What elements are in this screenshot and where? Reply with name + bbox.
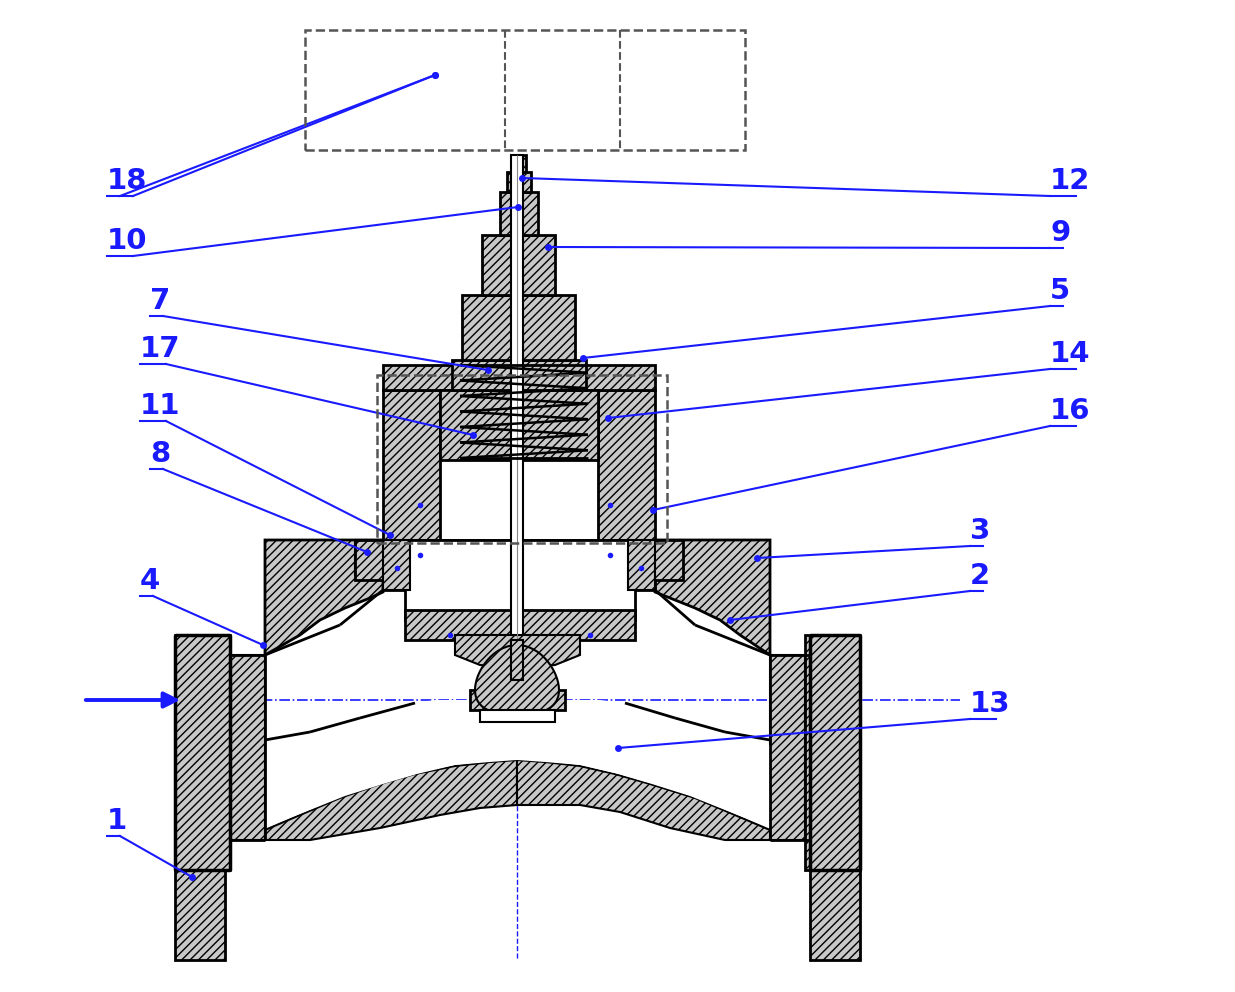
Polygon shape bbox=[508, 172, 531, 192]
Polygon shape bbox=[383, 390, 440, 540]
Polygon shape bbox=[517, 660, 769, 828]
Bar bbox=[511, 155, 522, 685]
Polygon shape bbox=[266, 540, 383, 655]
Polygon shape bbox=[598, 390, 655, 540]
Polygon shape bbox=[383, 365, 655, 390]
Polygon shape bbox=[475, 645, 559, 715]
Polygon shape bbox=[230, 655, 266, 840]
Polygon shape bbox=[440, 390, 598, 460]
Polygon shape bbox=[175, 870, 225, 960]
Polygon shape bbox=[266, 760, 517, 840]
Polygon shape bbox=[810, 870, 860, 960]
Text: 9: 9 bbox=[1050, 219, 1071, 247]
Bar bbox=[471, 690, 564, 710]
Text: 14: 14 bbox=[1050, 340, 1091, 368]
Text: 12: 12 bbox=[1050, 167, 1091, 195]
Bar bbox=[480, 710, 555, 722]
Bar bbox=[305, 30, 745, 150]
Bar bbox=[511, 640, 522, 680]
Polygon shape bbox=[655, 540, 683, 575]
Text: 2: 2 bbox=[969, 562, 990, 590]
Text: 8: 8 bbox=[149, 440, 170, 468]
Polygon shape bbox=[452, 360, 585, 390]
Polygon shape bbox=[655, 540, 769, 655]
Polygon shape bbox=[769, 655, 805, 840]
Text: 7: 7 bbox=[149, 287, 170, 315]
Polygon shape bbox=[354, 540, 383, 575]
Polygon shape bbox=[517, 760, 769, 840]
Polygon shape bbox=[405, 610, 635, 640]
Polygon shape bbox=[500, 192, 538, 235]
Polygon shape bbox=[482, 235, 555, 295]
Polygon shape bbox=[454, 635, 580, 668]
Polygon shape bbox=[805, 635, 860, 870]
Polygon shape bbox=[354, 540, 683, 590]
Bar bbox=[377, 375, 667, 543]
Text: 17: 17 bbox=[140, 335, 180, 363]
Text: 16: 16 bbox=[1050, 397, 1091, 425]
Polygon shape bbox=[462, 295, 576, 360]
Polygon shape bbox=[175, 635, 230, 870]
Text: 1: 1 bbox=[107, 807, 127, 835]
Text: 10: 10 bbox=[107, 227, 147, 255]
Text: 5: 5 bbox=[1050, 277, 1070, 305]
Text: 11: 11 bbox=[140, 392, 180, 420]
Polygon shape bbox=[266, 700, 517, 840]
Polygon shape bbox=[513, 155, 526, 172]
Text: 4: 4 bbox=[140, 567, 161, 595]
Text: 18: 18 bbox=[107, 167, 147, 195]
Polygon shape bbox=[383, 540, 410, 590]
Polygon shape bbox=[405, 540, 635, 620]
Polygon shape bbox=[629, 540, 655, 590]
Polygon shape bbox=[266, 660, 517, 828]
Text: 13: 13 bbox=[969, 690, 1010, 718]
Text: 3: 3 bbox=[969, 517, 990, 545]
